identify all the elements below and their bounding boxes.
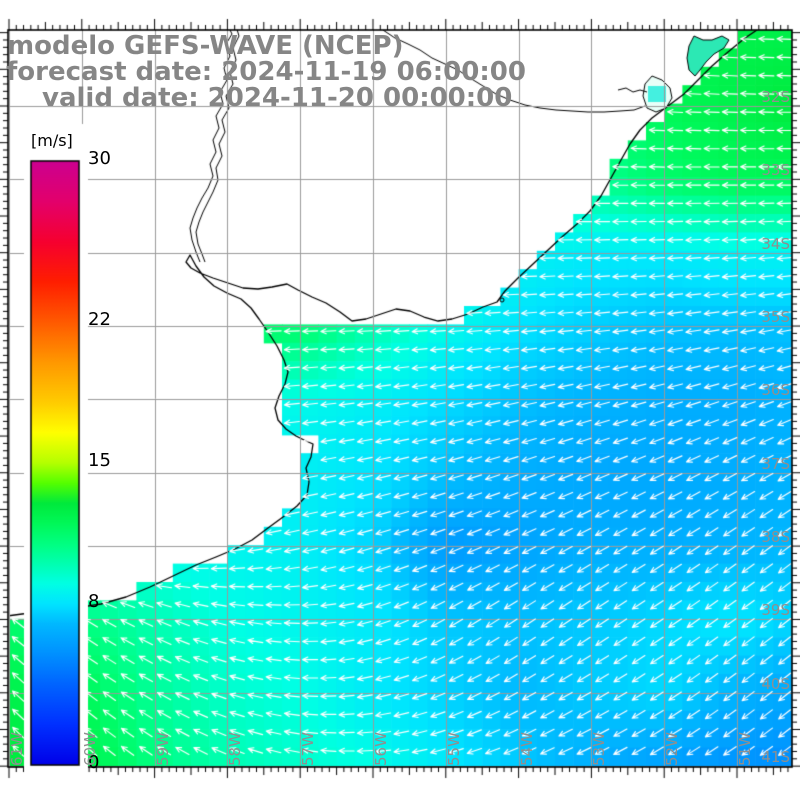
lon-label-56W: 56W bbox=[372, 732, 390, 766]
lat-label-38S: 38S bbox=[761, 528, 790, 547]
lon-label-51W: 51W bbox=[736, 732, 754, 766]
colorbar-unit-label: [m/s] bbox=[31, 131, 73, 150]
lon-label-57W: 57W bbox=[299, 732, 318, 766]
forecast-date: forecast date: 2024-11-19 06:00:00 bbox=[6, 57, 526, 87]
lat-label-39S: 39S bbox=[761, 601, 790, 620]
lat-label-34S: 34S bbox=[761, 234, 790, 253]
lon-label-55W: 55W bbox=[444, 732, 463, 766]
lon-label-53W: 53W bbox=[590, 732, 609, 766]
lon-label-61W: 61W bbox=[8, 732, 26, 766]
lat-label-36S: 36S bbox=[761, 381, 790, 400]
colorbar-tick-0: 0 bbox=[88, 752, 100, 773]
colorbar-tick-8: 8 bbox=[88, 590, 100, 612]
lat-label-41S: 41S bbox=[761, 748, 790, 767]
colorbar-tick-22: 22 bbox=[88, 309, 111, 331]
valid-date: valid date: 2024-11-20 00:00:00 bbox=[42, 83, 513, 113]
lon-label-54W: 54W bbox=[517, 732, 536, 766]
lat-label-37S: 37S bbox=[761, 454, 790, 473]
lon-label-60W: 60W bbox=[80, 732, 99, 766]
lon-label-52W: 52W bbox=[663, 732, 682, 766]
lon-label-59W: 59W bbox=[153, 732, 172, 766]
lat-label-40S: 40S bbox=[761, 674, 790, 693]
colorbar-tick-15: 15 bbox=[88, 450, 111, 471]
lat-label-32S: 32S bbox=[761, 88, 790, 106]
colorbar-tick-30: 30 bbox=[88, 148, 111, 169]
lon-label-58W: 58W bbox=[226, 732, 245, 766]
lat-label-35S: 35S bbox=[761, 308, 790, 327]
model-title: modelo GEFS-WAVE (NCEP) bbox=[7, 31, 404, 61]
lat-label-33S: 33S bbox=[761, 161, 790, 180]
